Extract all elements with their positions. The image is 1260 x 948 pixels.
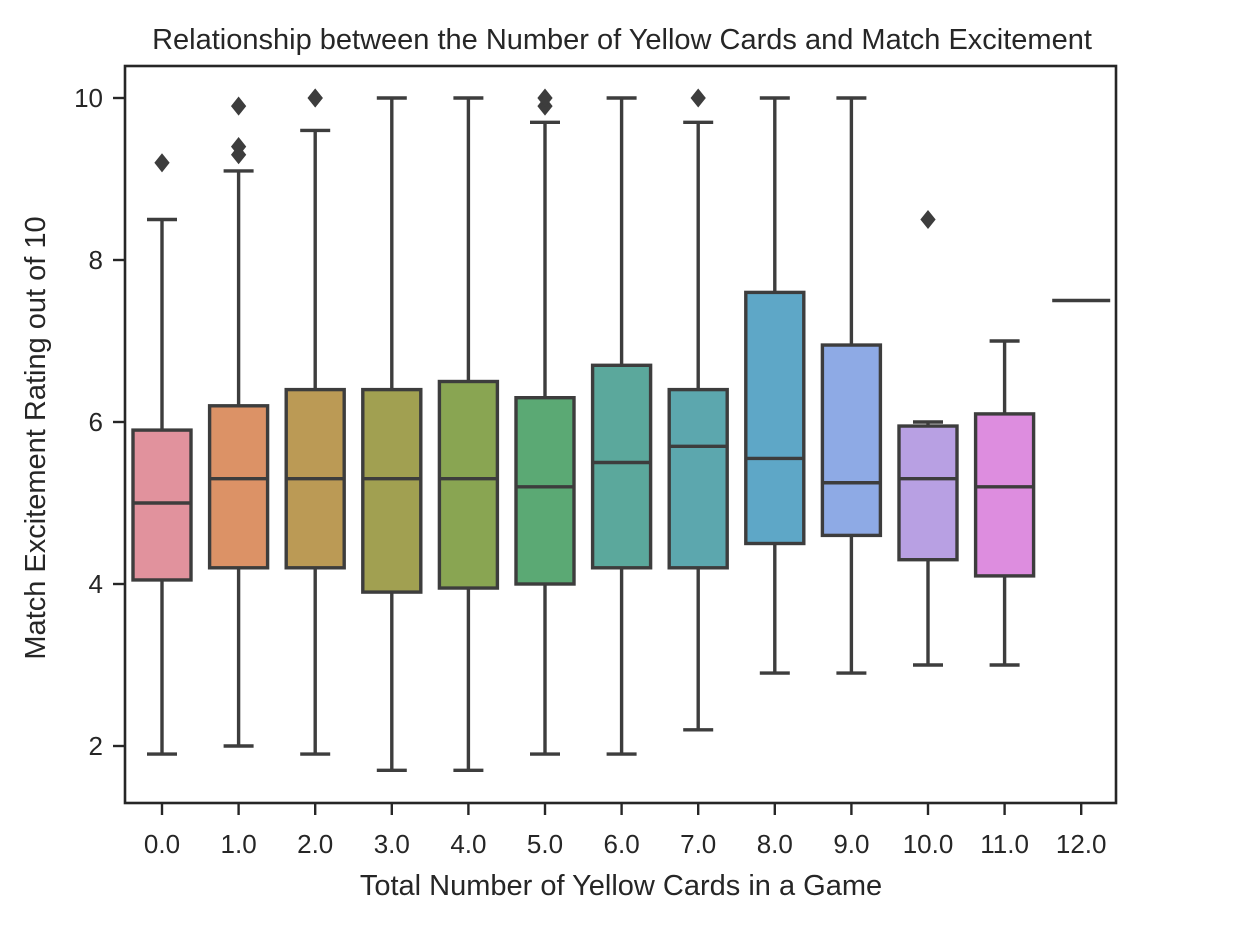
y-tick-label: 8	[89, 245, 103, 275]
box-group-4.0	[437, 96, 500, 772]
x-tick-label: 8.0	[757, 829, 793, 859]
box-group-7.0	[667, 88, 729, 732]
box-group-2.0	[284, 88, 346, 756]
y-axis: 2 4 6 8 10	[74, 83, 125, 761]
outlier-point	[307, 88, 323, 108]
box-group-11.0	[973, 339, 1036, 667]
outlier-point	[537, 88, 553, 108]
x-axis-label: Total Number of Yellow Cards in a Game	[360, 870, 882, 902]
y-tick-label: 4	[89, 569, 103, 599]
plot-area	[131, 88, 1111, 772]
box	[437, 379, 500, 590]
chart-title: Relationship between the Number of Yello…	[152, 24, 1092, 56]
x-tick-label: 4.0	[450, 829, 486, 859]
outlier-point	[920, 209, 936, 230]
x-tick-label: 12.0	[1056, 829, 1107, 859]
x-tick-label: 1.0	[221, 829, 257, 859]
box	[973, 412, 1036, 578]
box	[667, 387, 729, 570]
y-tick-label: 2	[89, 731, 103, 761]
box-group-1.0	[207, 96, 270, 748]
x-tick-label: 5.0	[527, 829, 563, 859]
box	[897, 424, 959, 562]
y-axis-label: Match Excitement Rating out of 10	[20, 216, 52, 659]
box-group-8.0	[744, 96, 806, 675]
box	[590, 363, 653, 570]
box	[514, 396, 576, 586]
x-tick-label: 9.0	[833, 829, 869, 859]
x-axis: 0.0 1.0 2.0 3.0 4.0 5.0 6.0 7.0 8.0 9.0 10.0 11.0 12…	[144, 803, 1107, 859]
x-tick-label: 6.0	[604, 829, 640, 859]
box-group-3.0	[361, 96, 423, 772]
box	[131, 428, 193, 582]
box	[820, 343, 883, 538]
x-tick-label: 2.0	[297, 829, 333, 859]
y-tick-label: 10	[74, 83, 103, 113]
box	[207, 404, 270, 570]
outlier-point	[230, 96, 247, 116]
x-tick-label: 0.0	[144, 829, 180, 859]
box-group-6.0	[590, 96, 653, 756]
box-group-9.0	[820, 96, 883, 675]
box	[744, 290, 806, 546]
x-tick-label: 11.0	[980, 829, 1029, 859]
outlier-point	[154, 153, 170, 173]
y-tick-label: 6	[89, 407, 103, 437]
box-group-5.0	[514, 88, 576, 756]
box-group-10.0	[897, 209, 959, 667]
box-group-0.0	[131, 153, 193, 756]
box	[361, 387, 423, 594]
x-tick-label: 3.0	[374, 829, 410, 859]
x-tick-label: 7.0	[680, 829, 716, 859]
outlier-point	[690, 88, 706, 108]
x-tick-label: 10.0	[903, 829, 954, 859]
outlier-point	[230, 137, 247, 157]
